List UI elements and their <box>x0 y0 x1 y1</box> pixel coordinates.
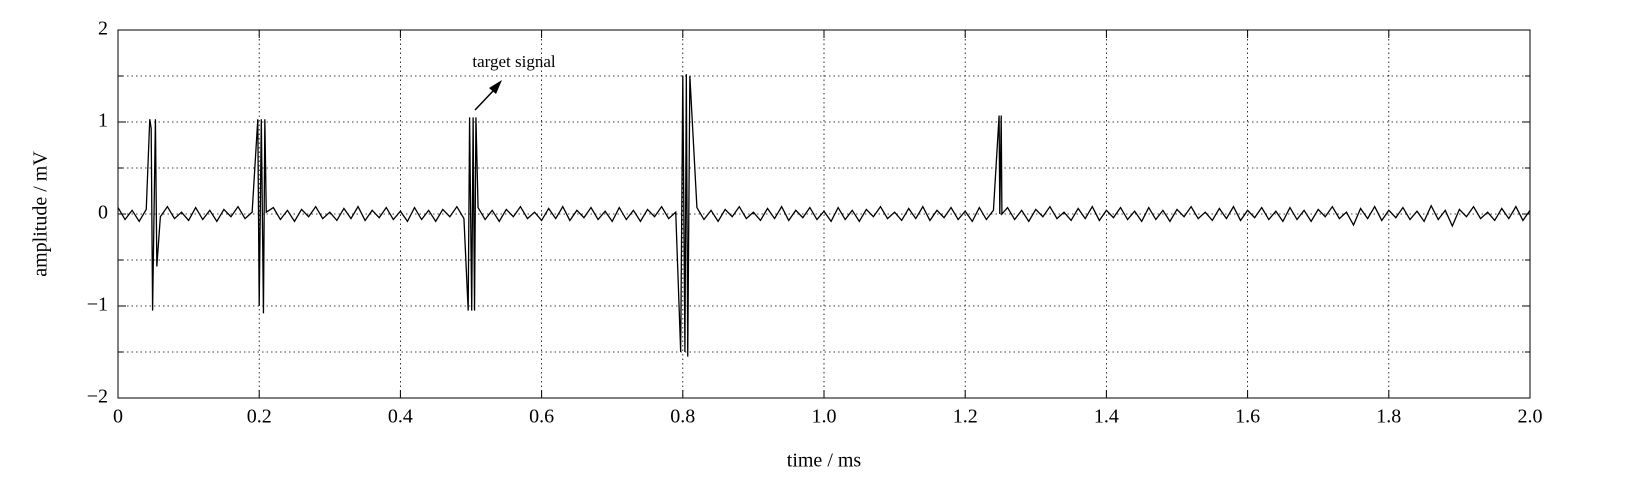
x-tick-label: 0.2 <box>247 406 272 428</box>
x-tick-label: 1.8 <box>1376 406 1401 428</box>
x-tick-label: 2.0 <box>1518 406 1543 428</box>
y-tick-label: −2 <box>87 386 108 408</box>
annotation-arrow-head <box>489 80 502 94</box>
y-tick-label: −1 <box>87 294 108 316</box>
y-axis-label: amplitude / mV <box>30 151 52 277</box>
x-tick-label: 1.4 <box>1094 406 1119 428</box>
annotation: target signal <box>472 52 556 71</box>
x-tick-label: 1.6 <box>1235 406 1260 428</box>
x-tick-label: 0.8 <box>670 406 695 428</box>
plot-frame <box>117 29 1531 399</box>
x-tick-label: 1.2 <box>953 406 978 428</box>
signal-line <box>117 74 1531 357</box>
annotation-arrow <box>474 89 495 111</box>
x-tick-label: 0 <box>113 406 123 428</box>
y-tick-label: 0 <box>98 202 108 224</box>
x-tick-label: 1.0 <box>812 406 837 428</box>
y-tick-label: 2 <box>98 18 108 40</box>
x-tick-label: 0.4 <box>388 406 413 428</box>
x-tick-label: 0.6 <box>529 406 554 428</box>
y-tick-label: 1 <box>98 110 108 132</box>
x-axis-label: time / ms <box>787 450 862 472</box>
